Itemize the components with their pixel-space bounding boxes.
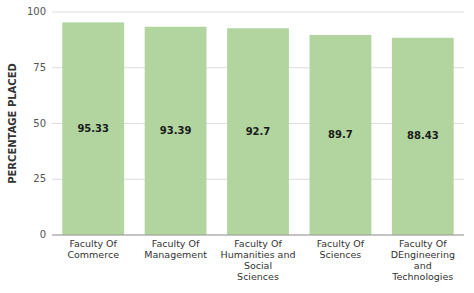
y-tick-label: 0 [40,229,46,240]
data-label: 88.43 [407,130,439,141]
x-tick-label: Faculty OfHumanities andSocialSciences [221,238,296,282]
x-tick-label: Faculty OfCommerce [67,238,119,260]
y-tick-label: 25 [33,173,46,184]
x-tick-label: Faculty OfSciences [317,238,365,260]
bar [145,27,207,235]
y-tick-label: 50 [33,118,46,129]
x-tick-label: Faculty OfManagement [144,238,207,260]
bar [310,35,372,235]
chart: 0 25 50 75 100 PERCENTAGE PLACED 95.33 93.39 92.… [0,0,474,293]
grid-line [52,12,464,13]
data-label: 95.33 [77,123,109,134]
x-axis-line [52,235,464,236]
chart-container: 0 25 50 75 100 PERCENTAGE PLACED 95.33 93.39 92.… [0,0,474,293]
bar [392,38,454,235]
grid-line [52,235,464,236]
data-label: 93.39 [160,125,192,136]
grid [52,12,464,235]
x-tick-label: Faculty OfDEngineeringandTechnologies [391,238,455,282]
bars [62,22,453,235]
data-label: 92.7 [246,126,271,137]
y-tick-label: 100 [27,6,46,17]
y-axis-label: PERCENTAGE PLACED [7,63,18,184]
y-tick-label: 75 [33,62,46,73]
data-label: 89.7 [328,129,353,140]
bar [62,22,124,235]
bar [227,28,289,235]
